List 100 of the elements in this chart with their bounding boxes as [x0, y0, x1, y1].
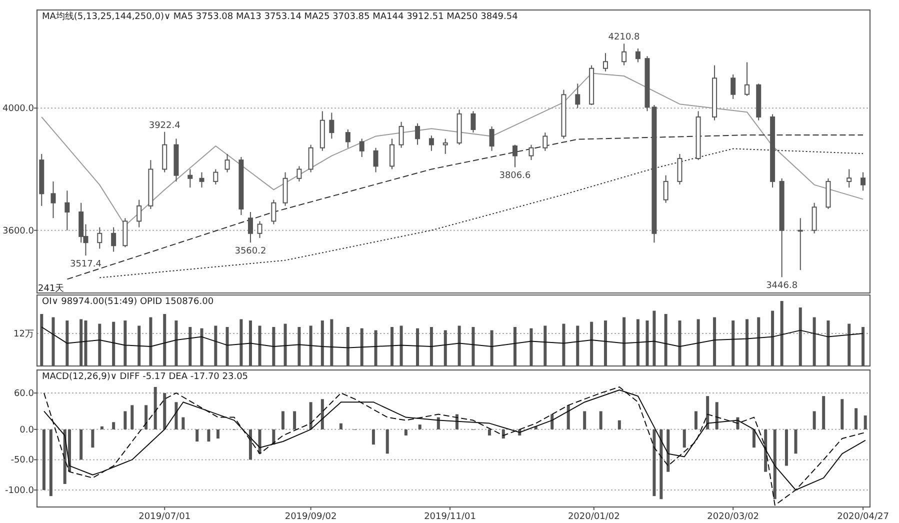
annotation: MACD(12,26,9)∨ DIFF -5.17 DEA -17.70 23.05 — [42, 372, 248, 382]
candlestick — [512, 144, 518, 168]
x-tick-label: 2020/03/02 — [707, 512, 760, 522]
bar — [248, 429, 252, 460]
candlestick — [860, 172, 866, 192]
annotation: 3560.2 — [234, 246, 266, 257]
bar — [386, 429, 389, 454]
bar — [550, 414, 554, 430]
candlestick — [248, 212, 253, 244]
candlestick — [345, 128, 350, 148]
candlestick — [677, 153, 682, 186]
candlestick — [390, 138, 395, 170]
ref-line-label: 12万 — [14, 330, 34, 340]
bar — [812, 411, 816, 430]
x-tick-label: 2019/11/01 — [424, 512, 476, 522]
candlestick — [635, 48, 640, 63]
candlestick — [64, 190, 70, 231]
bar — [706, 396, 710, 430]
candlestick — [224, 153, 230, 173]
y-tick-label: -50.0 — [10, 456, 34, 466]
bar — [660, 429, 663, 500]
y-tick-label: 0.0 — [20, 425, 34, 436]
bar — [682, 429, 686, 448]
bar — [182, 417, 185, 430]
candlestick — [50, 180, 56, 219]
bar — [583, 411, 586, 430]
candlestick — [846, 168, 852, 188]
candlestick — [136, 199, 142, 228]
bar — [822, 396, 826, 430]
bar — [293, 411, 296, 430]
candlestick — [798, 218, 803, 271]
bar — [216, 429, 220, 438]
bar — [715, 402, 718, 430]
candlestick — [663, 174, 668, 204]
bar — [864, 415, 867, 430]
candlestick — [542, 132, 548, 152]
y-tick-label: 4000.0 — [2, 104, 34, 114]
candlestick — [575, 83, 580, 109]
bar — [502, 429, 505, 438]
bar — [752, 429, 756, 448]
candlestick — [329, 112, 334, 140]
candlestick — [415, 122, 420, 146]
line-series — [44, 386, 866, 506]
x-tick-label: 2019/09/02 — [284, 512, 337, 522]
bar — [339, 423, 342, 430]
bar — [418, 424, 422, 430]
bar — [42, 429, 46, 490]
bar — [566, 405, 570, 430]
annotation: 241天 — [38, 283, 64, 294]
bar — [599, 411, 602, 430]
bar — [100, 426, 104, 430]
bar — [91, 429, 94, 448]
candlestick — [730, 74, 736, 100]
bar — [666, 429, 670, 472]
candlestick — [213, 168, 218, 186]
bar — [130, 405, 134, 430]
bar — [694, 411, 698, 430]
x-tick-label: 2020/04/27 — [837, 512, 889, 522]
bar — [154, 386, 157, 430]
candlestick — [97, 226, 102, 250]
candlestick — [359, 138, 364, 158]
bar — [764, 429, 768, 472]
candlestick — [111, 226, 116, 252]
bar — [196, 429, 199, 442]
x-tick-label: 2019/07/01 — [138, 512, 191, 522]
candlestick — [812, 202, 817, 234]
candlestick — [188, 168, 193, 188]
annotation: 3446.8 — [766, 281, 798, 292]
annotation: 3517.4 — [70, 260, 102, 270]
bar — [436, 417, 440, 430]
bar — [618, 420, 621, 430]
candlestick — [489, 126, 494, 152]
candlestick — [296, 166, 302, 182]
candlestick — [373, 147, 378, 173]
annotation: MA均线(5,13,25,144,250,0)∨ MA5 3753.08 MA13 3753.14 MA25 3703.85 MA144 3912.51 MA250 3849.54 — [42, 11, 518, 22]
bar — [372, 429, 375, 445]
bar — [80, 429, 83, 460]
annotation: 4210.8 — [608, 32, 640, 43]
candlestick — [744, 62, 750, 96]
bar — [112, 422, 116, 430]
bar — [773, 429, 776, 500]
candlestick — [308, 144, 314, 173]
y-tick-label: 3600.0 — [2, 226, 34, 236]
candlestick — [622, 43, 627, 66]
bar — [207, 429, 210, 442]
bar — [652, 429, 656, 496]
annotation: 3806.6 — [499, 171, 532, 182]
bar — [144, 405, 148, 430]
bar — [163, 393, 166, 430]
bar — [404, 429, 408, 436]
bar — [840, 399, 844, 430]
bar — [174, 402, 178, 430]
line-series — [41, 72, 864, 226]
bar — [794, 429, 798, 454]
bar — [309, 402, 312, 430]
candlestick — [271, 199, 276, 225]
candlestick — [442, 138, 448, 154]
candlestick — [528, 144, 534, 161]
x-tick-label: 2020/01/02 — [568, 512, 620, 522]
candlestick — [428, 135, 434, 152]
